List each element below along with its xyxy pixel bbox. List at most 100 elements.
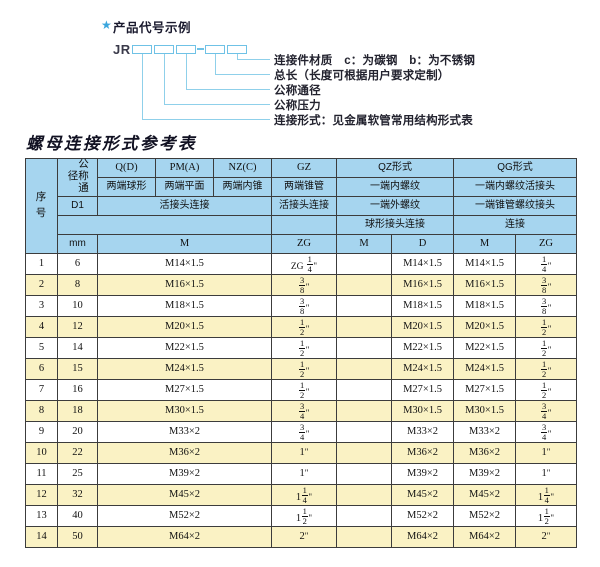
header-row-desc: 两端球形 两端平面 两端内锥 两端锥管 一端内螺纹 一端内螺纹活接头 <box>26 177 578 197</box>
cell-qg-zg: 1 2 " <box>515 316 578 338</box>
table-body: 1 6 M14×1.5 ZG 1 4 " M14×1.5 M14×1.5 1 4 " 2 8 M16×1… <box>25 253 578 548</box>
cell-nominal-diameter: 14 <box>57 337 98 359</box>
leader-line-diameter-h <box>186 89 270 91</box>
cell-qz-m <box>336 337 392 359</box>
cell-gz: 1 2 " <box>271 379 337 401</box>
header-unit-qz-m: M <box>336 234 392 254</box>
cell-gz: ZG 1 4 " <box>271 253 337 275</box>
star-icon: ★ <box>101 18 112 32</box>
cell-qz-d: M39×2 <box>390 463 455 485</box>
leader-line-form-v <box>142 54 144 120</box>
cell-gz: 2" <box>271 526 337 548</box>
annotation-length: 总长（长度可根据用户要求定制） <box>274 70 450 82</box>
cell-gz: 3 8 " <box>271 274 337 296</box>
header-group-desc-qg: 一端内螺纹活接头 <box>453 177 578 197</box>
table-row: 1 6 M14×1.5 ZG 1 4 " M14×1.5 M14×1.5 1 4 " <box>25 253 578 275</box>
cell-qg-zg: 3 8 " <box>515 295 578 317</box>
cell-gz: 1 2 " <box>271 337 337 359</box>
cell-qg-zg: 1 2 " <box>515 379 578 401</box>
cell-nominal-diameter: 50 <box>57 526 98 548</box>
cell-qz-m <box>336 526 392 548</box>
cell-qg-zg: 1" <box>515 442 578 464</box>
cell-qz-d: M27×1.5 <box>390 379 455 401</box>
table-row: 14 50 M64×2 2" M64×2 M64×2 2" <box>25 526 578 548</box>
header-row-ball-joint: 球形接头连接 连接 <box>26 215 578 235</box>
header-group-desc-nz: 两端内锥 <box>213 177 272 197</box>
cell-qz-d: M52×2 <box>390 505 455 527</box>
code-box-4 <box>205 45 225 54</box>
table-row: 9 20 M33×2 3 4 " M33×2 M33×2 3 4 " <box>25 421 578 443</box>
cell-qg-zg: 1 2 " <box>515 337 578 359</box>
leader-line-length-v <box>215 54 217 75</box>
cell-qg-m: M52×2 <box>453 505 517 527</box>
cell-qg-zg: 3 4 " <box>515 421 578 443</box>
cell-thread-m: M33×2 <box>97 421 272 443</box>
cell-qz-d: M20×1.5 <box>390 316 455 338</box>
cell-index: 5 <box>25 337 58 359</box>
header-group-code-gz: GZ <box>271 158 337 178</box>
cell-qz-m <box>336 463 392 485</box>
header-group-desc-gz: 两端锥管 <box>271 177 337 197</box>
cell-qz-m <box>336 400 392 422</box>
header-nominal-diameter: 公称通径 <box>57 158 98 197</box>
code-box-3 <box>176 45 196 54</box>
cell-qg-m: M30×1.5 <box>453 400 517 422</box>
cell-index: 10 <box>25 442 58 464</box>
code-box-5 <box>227 45 247 54</box>
cell-thread-m: M30×1.5 <box>97 400 272 422</box>
cell-index: 14 <box>25 526 58 548</box>
cell-qz-d: M45×2 <box>390 484 455 506</box>
cell-qz-m <box>336 484 392 506</box>
cell-thread-m: M14×1.5 <box>97 253 272 275</box>
cell-gz: 1" <box>271 442 337 464</box>
cell-qg-m: M14×1.5 <box>453 253 517 275</box>
header-conn-qdpmnz: 活接头连接 <box>97 196 272 216</box>
code-box-2 <box>154 45 174 54</box>
header-ball-joint-qz: 球形接头连接 <box>335 215 455 235</box>
cell-qg-m: M39×2 <box>453 463 517 485</box>
cell-qg-zg: 2" <box>515 526 578 548</box>
product-code-title: 产品代号示例 <box>113 21 192 35</box>
cell-index: 2 <box>25 274 58 296</box>
cell-thread-m: M20×1.5 <box>97 316 272 338</box>
cell-index: 11 <box>25 463 58 485</box>
cell-qz-m <box>336 379 392 401</box>
table-row: 2 8 M16×1.5 3 8 " M16×1.5 M16×1.5 3 8 " <box>25 274 578 296</box>
header-unit-qz-d: D <box>390 234 455 254</box>
nut-connection-spec-table: 序 号 公称通径 Q(D) PM(A) NZ(C) GZ QZ形式 QG形式 两… <box>25 158 578 548</box>
cell-qg-m: M18×1.5 <box>453 295 517 317</box>
header-conn-qg: 一端锥管螺纹接头 <box>453 196 578 216</box>
cell-nominal-diameter: 8 <box>57 274 98 296</box>
cell-qg-zg: 1 1 2 " <box>515 505 578 527</box>
cell-qg-m: M45×2 <box>453 484 517 506</box>
cell-nominal-diameter: 16 <box>57 379 98 401</box>
table-header: 序 号 公称通径 Q(D) PM(A) NZ(C) GZ QZ形式 QG形式 两… <box>25 158 578 254</box>
header-group-code-pm: PM(A) <box>155 158 214 178</box>
cell-qz-m <box>336 274 392 296</box>
cell-gz: 1" <box>271 463 337 485</box>
header-row-units: mm M ZG M D M ZG <box>26 234 578 254</box>
header-group-desc-pm: 两端平面 <box>155 177 214 197</box>
cell-qz-m <box>336 358 392 380</box>
table-row: 4 12 M20×1.5 1 2 " M20×1.5 M20×1.5 1 2 " <box>25 316 578 338</box>
cell-gz: 1 2 " <box>271 316 337 338</box>
cell-qz-d: M36×2 <box>390 442 455 464</box>
header-row-connection: D1 活接头连接 活接头连接 一端外螺纹 一端锥管螺纹接头 <box>26 196 578 216</box>
leader-line-length-h <box>215 74 270 76</box>
cell-qz-d: M64×2 <box>390 526 455 548</box>
leader-line-diameter-v <box>186 54 188 90</box>
cell-gz: 3 4 " <box>271 421 337 443</box>
cell-nominal-diameter: 10 <box>57 295 98 317</box>
cell-qz-m <box>336 505 392 527</box>
cell-index: 13 <box>25 505 58 527</box>
header-d1-label: D1 <box>57 196 98 216</box>
cell-index: 9 <box>25 421 58 443</box>
cell-qz-d: M30×1.5 <box>390 400 455 422</box>
annotation-diameter: 公称通径 <box>274 85 321 97</box>
code-box-1 <box>132 45 152 54</box>
header-unit-qg-m: M <box>453 234 517 254</box>
header-index-char-1: 序 <box>35 191 48 204</box>
cell-qg-m: M36×2 <box>453 442 517 464</box>
cell-gz: 3 4 " <box>271 400 337 422</box>
cell-qz-d: M24×1.5 <box>390 358 455 380</box>
